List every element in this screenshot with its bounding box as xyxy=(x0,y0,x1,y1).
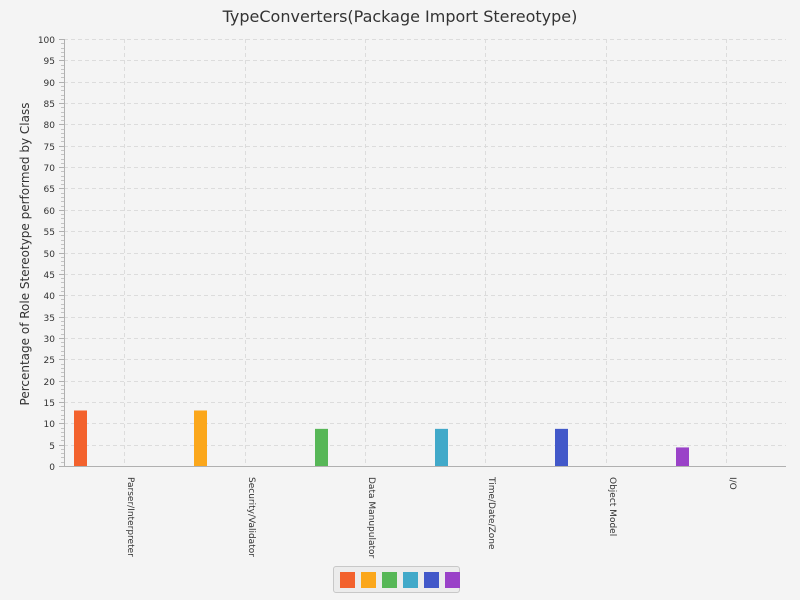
chart-title: TypeConverters(Package Import Stereotype… xyxy=(222,7,578,26)
y-tick-label: 0 xyxy=(49,463,55,473)
x-tick-label: Time/Date/Zone xyxy=(486,476,496,550)
y-tick-label: 100 xyxy=(38,36,55,46)
y-tick-label: 55 xyxy=(44,228,55,238)
y-tick-label: 80 xyxy=(44,121,56,131)
y-tick-label: 10 xyxy=(44,420,56,430)
x-tick-label: Object Model xyxy=(607,477,617,536)
y-tick-label: 30 xyxy=(44,335,56,345)
y-tick-label: 20 xyxy=(44,378,56,388)
y-tick-label: 45 xyxy=(44,271,55,281)
y-tick-label: 40 xyxy=(44,292,56,302)
bar xyxy=(194,410,207,466)
bars xyxy=(74,410,689,466)
y-axis-label: Percentage of Role Stereotype performed … xyxy=(18,103,32,406)
legend xyxy=(333,566,460,593)
y-tick-label: 85 xyxy=(44,100,55,110)
x-tick-label: Data Manupulator xyxy=(366,477,376,559)
bar xyxy=(676,447,689,466)
axes xyxy=(59,39,786,467)
y-tick-label: 15 xyxy=(44,399,55,409)
bar xyxy=(74,410,87,466)
y-tick-label: 50 xyxy=(44,250,56,260)
bar xyxy=(435,428,448,466)
grid-lines xyxy=(64,39,786,466)
y-tick-label: 95 xyxy=(44,57,55,67)
y-tick-label: 60 xyxy=(44,207,56,217)
x-tick-label: Parser/Interpreter xyxy=(125,477,135,557)
x-tick-label: I/O xyxy=(727,477,737,490)
bar xyxy=(555,428,568,466)
x-tick-label: Security/Validator xyxy=(246,477,256,557)
bar xyxy=(315,428,328,466)
y-tick-label: 90 xyxy=(44,79,56,89)
y-tick-label: 65 xyxy=(44,185,55,195)
y-tick-label: 25 xyxy=(44,356,55,366)
tick-labels: 0 5 10 15 20 25 30 35 40 45 50 55 60 65 70 75 80 85 90 95 10… xyxy=(38,36,737,559)
y-tick-label: 35 xyxy=(44,314,55,324)
y-tick-label: 75 xyxy=(44,143,55,153)
y-tick-label: 5 xyxy=(49,442,55,452)
y-tick-label: 70 xyxy=(44,164,56,174)
